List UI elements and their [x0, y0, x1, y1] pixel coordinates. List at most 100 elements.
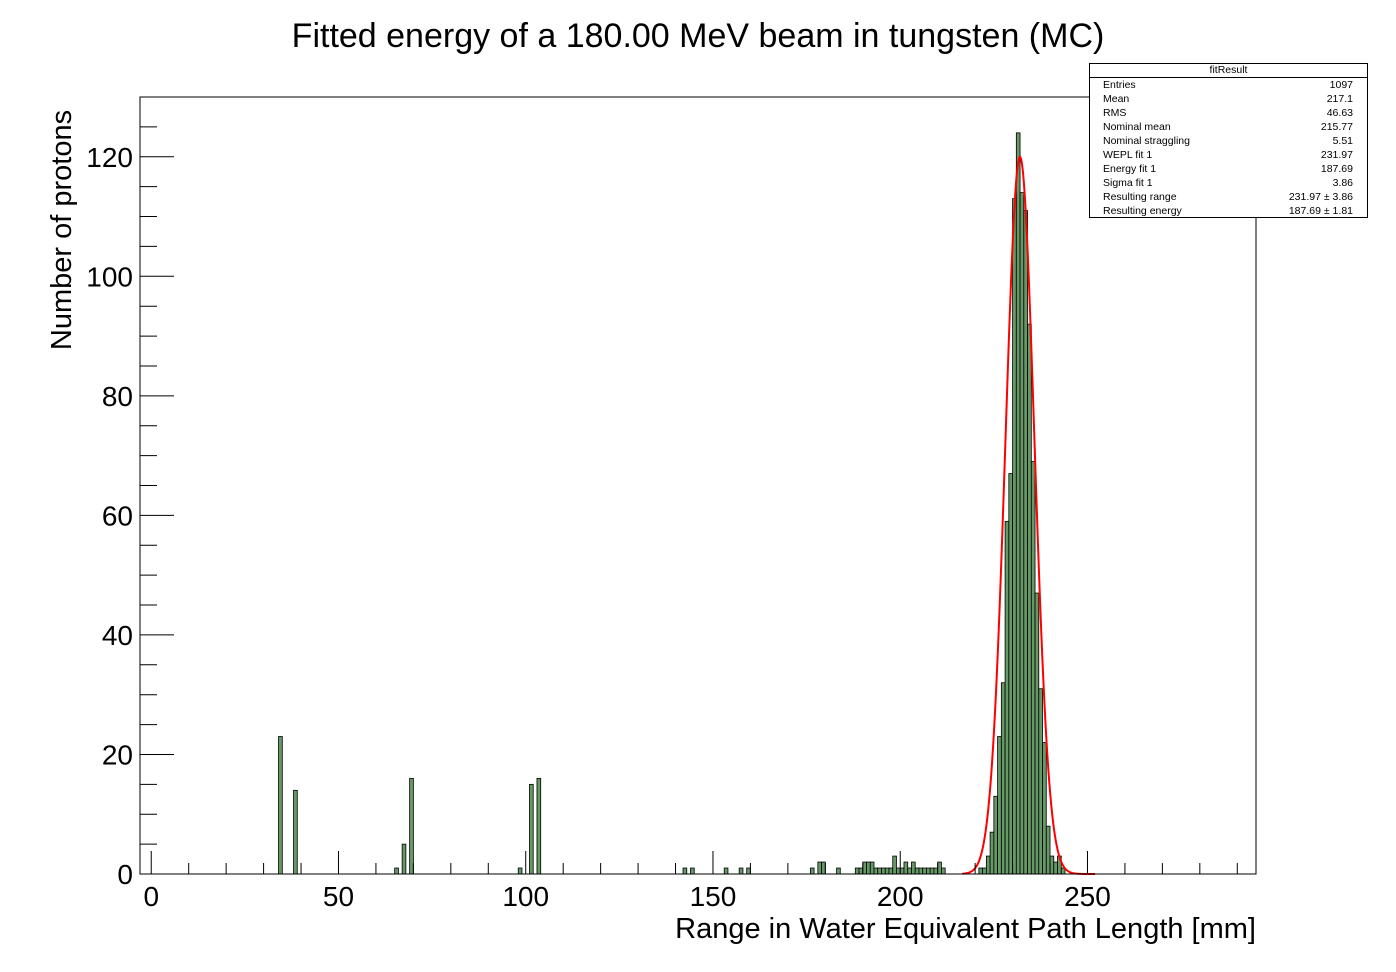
histogram-bar: [881, 867, 886, 875]
histogram-bar: [817, 861, 822, 875]
stats-label: WEPL fit 1: [1103, 149, 1153, 161]
histogram-bar: [941, 867, 946, 875]
histogram-bar: [877, 867, 882, 875]
histogram-bar: [1015, 132, 1021, 875]
histogram-bar: [989, 831, 995, 875]
stats-value: 187.69: [1320, 163, 1353, 175]
histogram-bar: [899, 867, 905, 875]
x-tick-label: 150: [690, 881, 737, 912]
histogram-bar: [1004, 520, 1010, 875]
histogram-bar: [1012, 198, 1017, 875]
histogram-bar: [738, 867, 744, 875]
histogram-bar: [911, 861, 916, 875]
x-tick-label: 250: [1064, 881, 1111, 912]
histogram-bar: [862, 861, 867, 875]
y-tick-label: 0: [117, 859, 133, 890]
x-axis-label: Range in Water Equivalent Path Length [m…: [675, 913, 1256, 945]
histogram-bar: [922, 867, 927, 875]
histogram-bar: [933, 867, 939, 875]
histogram-bar: [858, 867, 864, 875]
y-tick-label: 80: [102, 381, 133, 412]
histogram-bar: [809, 867, 815, 875]
y-tick-label: 100: [86, 261, 133, 292]
histogram-bar: [536, 777, 542, 875]
histogram-bar: [690, 867, 695, 875]
histogram-bar: [1027, 323, 1032, 875]
stats-row: Entries 1097: [1090, 78, 1367, 92]
stats-label: Resulting energy: [1103, 205, 1182, 217]
y-axis-label: Number of protons: [46, 110, 78, 350]
stats-row: RMS 46.63: [1090, 106, 1367, 120]
histogram-bar: [903, 861, 909, 875]
stats-value: 3.86: [1332, 177, 1353, 189]
histogram-bar: [836, 867, 841, 875]
histogram-bar: [869, 861, 875, 875]
stats-label: Mean: [1103, 93, 1130, 105]
fit-result-stats-box: fitResult Entries 1097 Mean 217.1 RMS 46.63 No…: [1089, 63, 1368, 218]
y-tick-label: 60: [102, 500, 133, 531]
histogram-bar: [746, 867, 751, 875]
stats-row: Nominal mean 215.77: [1090, 120, 1367, 134]
histogram-bar: [1042, 742, 1047, 875]
histogram-bar: [937, 861, 942, 875]
histogram-bar: [293, 789, 298, 875]
histogram-bar: [914, 867, 920, 875]
histogram-bar: [1038, 688, 1043, 875]
stats-value: 187.69 ± 1.81: [1288, 205, 1353, 217]
histogram-bar: [892, 855, 897, 875]
histogram-bar: [278, 736, 283, 875]
stats-row: Resulting range 231.97 ± 3.86: [1090, 190, 1367, 204]
histogram-bar: [821, 861, 826, 875]
histogram-bar: [978, 867, 984, 875]
histogram-bar: [1034, 592, 1040, 875]
histogram-bar: [1045, 825, 1051, 875]
histogram-bar: [1008, 473, 1013, 875]
histogram-bar: [409, 777, 414, 875]
stats-value: 231.97: [1320, 149, 1353, 161]
histogram-bar: [1030, 461, 1036, 875]
x-tick-label: 200: [877, 881, 924, 912]
histogram-bar: [918, 867, 924, 875]
stats-row: Energy fit 1 187.69: [1090, 162, 1367, 176]
stats-label: Energy fit 1: [1103, 163, 1157, 175]
histogram-bar: [682, 867, 688, 875]
histogram-bar: [1053, 861, 1058, 875]
stats-value: 231.97 ± 3.86: [1288, 191, 1353, 203]
histogram-bar: [884, 867, 890, 875]
y-tick-label: 40: [102, 620, 133, 651]
histogram-bar: [896, 867, 901, 875]
stats-label: Nominal mean: [1103, 121, 1171, 133]
histogram-bar: [888, 867, 894, 875]
x-tick-label: 100: [502, 881, 549, 912]
stats-value: 1097: [1329, 79, 1353, 91]
stats-value: 5.51: [1332, 135, 1353, 147]
y-tick-label: 120: [86, 142, 133, 173]
histogram-bar: [997, 736, 1002, 875]
stats-row: Nominal straggling 5.51: [1090, 134, 1367, 148]
stats-label: Entries: [1103, 79, 1136, 91]
x-tick-label: 50: [323, 881, 354, 912]
stats-label: Resulting range: [1103, 191, 1177, 203]
histogram-bar: [993, 795, 998, 875]
y-tick-label: 20: [102, 739, 133, 770]
gaussian-fit-curve: [962, 155, 1096, 875]
stats-value: 46.63: [1326, 107, 1353, 119]
histogram-bar: [907, 867, 912, 875]
stats-label: Nominal straggling: [1103, 135, 1190, 147]
histogram-bar: [1049, 855, 1055, 875]
histogram-bar: [517, 867, 523, 875]
chart-title: Fitted energy of a 180.00 MeV beam in tu…: [292, 17, 1105, 55]
histogram-bar: [985, 855, 991, 875]
histogram-bar: [866, 861, 871, 875]
histogram-bar: [873, 867, 879, 875]
stats-row: Mean 217.1: [1090, 92, 1367, 106]
histogram-bar: [401, 843, 407, 875]
histogram-bar: [394, 867, 399, 875]
histogram-bar: [854, 867, 860, 875]
histogram-bar: [929, 867, 935, 875]
stats-value: 217.1: [1326, 93, 1353, 105]
histogram-bar: [723, 867, 729, 875]
histogram-bar: [529, 783, 534, 875]
histogram-bar: [1000, 682, 1006, 875]
